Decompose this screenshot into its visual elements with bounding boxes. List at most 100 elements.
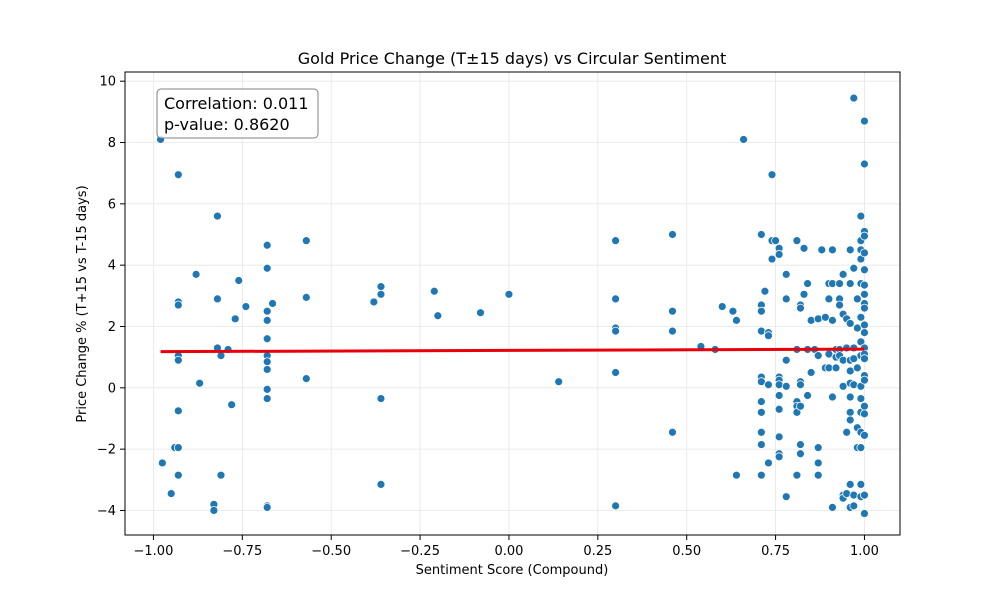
data-point bbox=[792, 470, 802, 480]
data-point bbox=[806, 315, 816, 325]
data-point bbox=[849, 490, 859, 500]
data-point bbox=[828, 503, 837, 512]
data-point bbox=[262, 334, 272, 344]
data-point bbox=[611, 294, 620, 304]
data-point bbox=[301, 292, 311, 302]
x-tick-label: 0.25 bbox=[583, 544, 612, 559]
data-point bbox=[792, 236, 802, 246]
data-point bbox=[860, 289, 869, 299]
data-point bbox=[817, 245, 827, 255]
data-point bbox=[774, 250, 784, 259]
data-point bbox=[764, 458, 773, 468]
data-point bbox=[213, 211, 222, 221]
y-tick-label: −2 bbox=[97, 443, 116, 458]
data-point bbox=[831, 363, 841, 373]
trend-line bbox=[160, 347, 865, 354]
data-point bbox=[376, 289, 386, 299]
data-points bbox=[156, 93, 869, 518]
data-point bbox=[668, 326, 677, 336]
data-point bbox=[781, 492, 791, 502]
data-point bbox=[849, 263, 859, 273]
data-point bbox=[842, 489, 852, 499]
data-point bbox=[849, 380, 859, 390]
data-point bbox=[860, 280, 869, 290]
data-point bbox=[756, 407, 766, 417]
x-axis-label: Sentiment Score (Compound) bbox=[416, 563, 609, 578]
x-axis-ticks: −1.00 −0.75 −0.50 −0.25 0.00 0.25 0.50 0.75 1.00 bbox=[134, 535, 879, 559]
data-point bbox=[860, 409, 869, 419]
data-point bbox=[611, 368, 620, 377]
data-point bbox=[856, 443, 866, 453]
data-point bbox=[856, 312, 866, 322]
data-point bbox=[856, 211, 866, 221]
y-tick-label: 4 bbox=[108, 259, 116, 274]
grid-lines bbox=[125, 72, 900, 535]
plot-frame bbox=[124, 71, 901, 536]
data-point bbox=[173, 355, 183, 365]
data-point bbox=[173, 443, 183, 453]
data-point bbox=[860, 248, 869, 258]
data-point bbox=[806, 368, 816, 377]
data-point bbox=[166, 489, 176, 499]
data-point bbox=[813, 470, 823, 480]
data-point bbox=[796, 380, 805, 390]
data-point bbox=[799, 243, 809, 253]
data-point bbox=[796, 449, 805, 459]
data-point bbox=[767, 170, 777, 180]
data-point bbox=[813, 458, 823, 468]
data-point bbox=[835, 300, 844, 310]
data-point bbox=[668, 427, 677, 437]
data-point bbox=[376, 394, 386, 403]
data-point bbox=[842, 427, 852, 437]
data-point bbox=[611, 326, 620, 336]
y-tick-label: 6 bbox=[108, 197, 116, 212]
data-point bbox=[173, 170, 183, 180]
data-point bbox=[835, 279, 844, 288]
data-point bbox=[268, 299, 277, 308]
data-point bbox=[813, 443, 823, 453]
data-point bbox=[838, 269, 848, 279]
x-tick-label: 0.00 bbox=[494, 544, 523, 559]
data-point bbox=[774, 432, 784, 442]
data-point bbox=[856, 480, 866, 489]
data-point bbox=[668, 230, 677, 239]
y-tick-label: 10 bbox=[99, 75, 116, 90]
data-point bbox=[774, 404, 784, 414]
data-point bbox=[476, 308, 485, 318]
data-point bbox=[803, 391, 812, 400]
y-axis-ticks: −4 −2 0 2 4 6 8 10 bbox=[97, 75, 125, 519]
data-point bbox=[828, 245, 837, 255]
data-point bbox=[852, 294, 862, 304]
data-point bbox=[739, 135, 748, 144]
data-point bbox=[209, 506, 219, 515]
data-point bbox=[195, 378, 205, 388]
data-point bbox=[241, 302, 251, 311]
data-point bbox=[732, 315, 741, 325]
data-point bbox=[781, 355, 791, 365]
data-point bbox=[262, 240, 272, 250]
data-point bbox=[756, 470, 766, 480]
data-point bbox=[845, 392, 855, 402]
data-point bbox=[828, 392, 837, 402]
x-tick-label: −0.25 bbox=[400, 544, 440, 559]
y-tick-label: 8 bbox=[108, 136, 116, 151]
data-point bbox=[429, 286, 439, 296]
data-point bbox=[756, 440, 766, 449]
data-point bbox=[433, 311, 443, 321]
data-point bbox=[796, 303, 805, 313]
data-point bbox=[227, 400, 237, 410]
data-point bbox=[262, 365, 272, 374]
data-point bbox=[849, 93, 859, 103]
data-point bbox=[856, 394, 866, 403]
data-point bbox=[756, 397, 766, 407]
x-tick-label: −0.50 bbox=[311, 544, 351, 559]
data-point bbox=[611, 236, 620, 246]
data-point bbox=[860, 490, 869, 500]
data-point bbox=[774, 391, 784, 400]
data-point bbox=[262, 263, 272, 273]
data-point bbox=[845, 407, 855, 417]
data-point bbox=[764, 331, 773, 341]
data-point bbox=[230, 314, 240, 324]
data-point bbox=[191, 269, 201, 279]
